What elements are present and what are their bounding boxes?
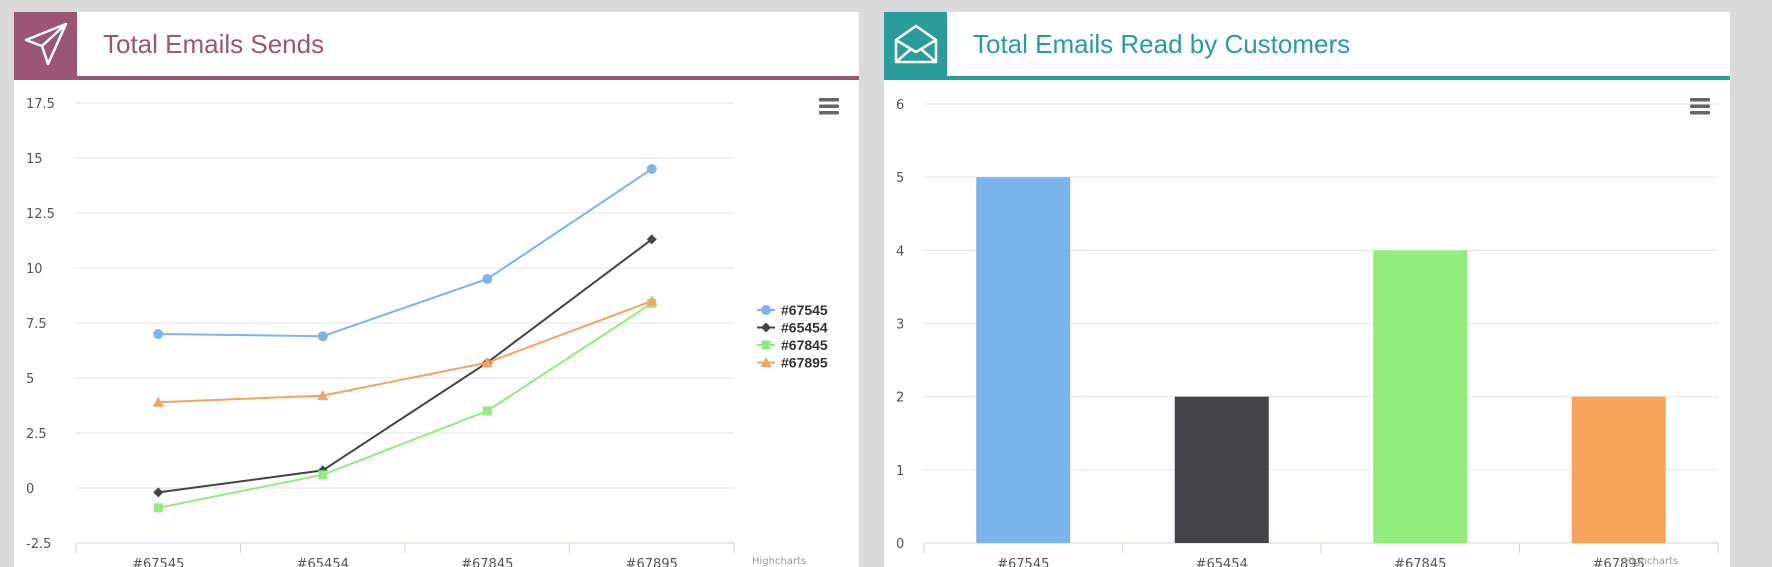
y-tick-label: 1 (896, 464, 904, 479)
y-tick-label: 0 (26, 482, 34, 497)
series-line[interactable] (158, 168, 653, 338)
data-point[interactable] (646, 164, 657, 174)
data-point[interactable] (153, 503, 163, 513)
legend-item[interactable]: #67845 (757, 337, 828, 353)
bar[interactable] (976, 177, 1071, 543)
data-point[interactable] (153, 487, 164, 498)
x-tick-label: #67545 (132, 557, 184, 567)
x-tick-label: #67545 (997, 557, 1049, 567)
series-line[interactable] (158, 302, 653, 509)
series-line[interactable] (158, 238, 653, 494)
y-tick-label: 15 (26, 152, 43, 167)
y-tick-label: 5 (26, 372, 34, 387)
x-tick-label: #67895 (1593, 557, 1645, 567)
y-tick-label: 2.5 (26, 427, 47, 442)
y-tick-label: 5 (896, 171, 904, 186)
legend-marker[interactable] (761, 340, 771, 350)
bar[interactable] (1373, 250, 1468, 544)
x-tick-label: #67845 (1394, 557, 1446, 567)
data-point[interactable] (646, 234, 657, 245)
legend-label: #67895 (781, 355, 828, 371)
emails-read-panel: Total Emails Read by Customers 0 1 2 3 4 5 6 #… (884, 12, 1730, 567)
data-point[interactable] (317, 331, 328, 342)
data-point[interactable] (152, 396, 164, 407)
data-point[interactable] (482, 274, 493, 284)
y-tick-label: 4 (896, 244, 904, 259)
y-tick-label: 10 (26, 262, 43, 277)
x-tick-label: #67845 (461, 557, 513, 567)
data-point[interactable] (153, 329, 164, 339)
legend-item[interactable]: #67545 (757, 302, 828, 318)
data-point[interactable] (482, 406, 492, 416)
emails-read-title: Total Emails Read by Customers (973, 29, 1351, 59)
chart-menu-button[interactable] (1686, 94, 1714, 120)
paper-plane-icon (14, 12, 77, 76)
y-tick-label: 17.5 (26, 97, 55, 112)
emails-sent-header: Total Emails Sends (14, 12, 859, 80)
legend-label: #67545 (781, 302, 828, 318)
chart-credit[interactable]: Highcharts (1624, 556, 1678, 567)
emails-sent-panel: Total Emails Sends -2.5 0 2.5 5 7.5 10 12.5 15 1… (14, 12, 859, 567)
emails-read-header: Total Emails Read by Customers (884, 12, 1730, 80)
legend-label: #67845 (781, 337, 828, 353)
open-envelope-icon (884, 12, 947, 76)
x-tick-label: #65454 (297, 557, 349, 567)
series-line[interactable] (158, 300, 653, 404)
legend-marker[interactable] (760, 357, 772, 367)
x-tick-label: #65454 (1196, 557, 1248, 567)
y-tick-label: 2 (896, 391, 904, 406)
chart-menu-button[interactable] (815, 94, 843, 120)
chart-credit[interactable]: Highcharts (752, 556, 806, 567)
data-point[interactable] (318, 470, 328, 480)
y-tick-label: 3 (896, 318, 904, 333)
emails-sent-title: Total Emails Sends (103, 29, 325, 59)
data-point[interactable] (317, 390, 329, 401)
y-tick-label: 0 (896, 537, 904, 552)
bar[interactable] (1174, 396, 1269, 543)
x-tick-label: #67895 (626, 557, 678, 567)
legend-marker[interactable] (761, 305, 771, 315)
y-tick-label: 6 (896, 98, 904, 113)
y-tick-label: 7.5 (26, 317, 47, 332)
y-tick-label: 12.5 (26, 207, 55, 222)
emails-read-bar-chart: 0 1 2 3 4 5 6 #67545 #65454 #67845 #67895 Highcha… (896, 94, 1719, 567)
legend-item[interactable]: #65454 (757, 320, 828, 336)
y-tick-label: -2.5 (26, 537, 51, 552)
bar[interactable] (1571, 396, 1666, 543)
legend-marker[interactable] (761, 322, 771, 333)
legend-label: #65454 (781, 320, 828, 336)
data-point[interactable] (481, 357, 493, 368)
data-point[interactable] (646, 295, 658, 306)
legend-item[interactable]: #67895 (757, 355, 828, 371)
